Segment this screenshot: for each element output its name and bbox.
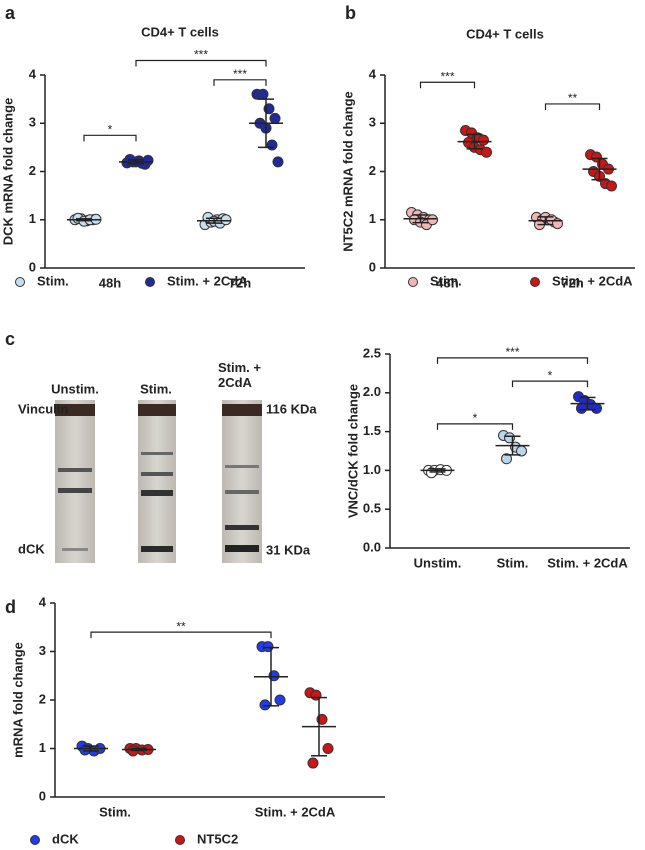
y-tick-label: 2 [369, 163, 376, 178]
data-point [274, 694, 286, 706]
data-point [606, 180, 617, 192]
significance-label: * [548, 368, 553, 382]
x-tick-label: 72h [561, 275, 583, 290]
significance-label: *** [194, 48, 208, 62]
significance-bracket [419, 81, 476, 89]
y-tick-label: 2.5 [363, 345, 381, 360]
y-tick-label: 0.5 [363, 501, 381, 516]
y-axis-label: VNC/dCK fold change [345, 384, 360, 518]
x-tick-label: Stim. [497, 555, 529, 570]
panel-letter: c [5, 329, 15, 349]
x-tick-label: 72h [229, 275, 251, 290]
data-point [220, 214, 232, 226]
data-point [269, 112, 281, 124]
significance-label: ** [568, 91, 578, 105]
significance-label: *** [505, 345, 519, 359]
band-label: dCK [18, 541, 45, 556]
y-axis-label: mRNA fold change [10, 642, 25, 758]
data-point [272, 156, 284, 168]
data-point [266, 139, 278, 151]
legend-label: Stim. [37, 273, 69, 288]
y-tick-label: 2 [29, 163, 36, 178]
y-tick-label: 4 [39, 594, 47, 609]
significance-bracket [90, 631, 272, 639]
y-tick-label: 1.5 [363, 423, 381, 438]
significance-label: *** [440, 69, 454, 83]
legend-label: Stim. [430, 273, 462, 288]
data-point [79, 744, 91, 756]
legend-label: NT5C2 [197, 831, 238, 846]
band-label: Vinculin [18, 401, 68, 416]
panel-letter: b [345, 3, 356, 23]
y-tick-label: 3 [369, 115, 376, 130]
legend-marker [175, 835, 185, 845]
data-point [591, 402, 602, 414]
data-point [307, 757, 319, 769]
significance-bracket [436, 357, 589, 364]
y-tick-label: 4 [369, 66, 377, 81]
panel-letter: d [5, 597, 16, 617]
significance-bracket [544, 103, 601, 110]
legend-label: dCK [52, 831, 79, 846]
panel-letter: a [5, 3, 16, 23]
legend-marker [30, 835, 40, 845]
blot-lanes [55, 400, 262, 563]
y-tick-label: 1 [369, 211, 376, 226]
y-tick-label: 1 [29, 211, 36, 226]
significance-label: ** [176, 619, 186, 633]
significance-label: *** [233, 67, 247, 81]
lane-label: Unstim. [51, 381, 99, 396]
marker-label: 31 KDa [266, 542, 311, 557]
marker-label: 116 KDa [266, 401, 317, 416]
x-tick-label: 48h [99, 275, 121, 290]
y-axis-label: NT5C2 mRNA fold change [340, 91, 355, 252]
y-axis-label: DCK mRNA fold change [0, 98, 15, 246]
y-tick-label: 0 [39, 788, 46, 803]
legend-label: Stim. + 2CdA [167, 273, 248, 288]
y-tick-label: 1 [39, 740, 46, 755]
significance-bracket [213, 79, 267, 86]
y-tick-label: 3 [39, 643, 46, 658]
legend-marker [15, 277, 25, 287]
chart-title: CD4+ T cells [141, 24, 219, 39]
x-tick-label: Stim. [99, 804, 131, 819]
x-tick-label: Unstim. [414, 555, 462, 570]
data-point [481, 146, 492, 158]
legend-marker [145, 277, 155, 287]
lane-label: Stim. + 2CdA [218, 360, 261, 390]
significance-label: * [473, 411, 478, 425]
lane-label: Stim. [140, 381, 172, 396]
y-tick-label: 0 [29, 259, 36, 274]
data-point [576, 402, 587, 414]
significance-bracket [511, 380, 589, 388]
significance-bracket [436, 423, 514, 430]
y-tick-label: 2 [39, 691, 46, 706]
y-tick-label: 2.0 [363, 384, 381, 399]
legend-marker [408, 277, 418, 287]
y-tick-label: 1.0 [363, 462, 381, 477]
data-point [142, 154, 154, 166]
data-point [478, 134, 489, 146]
legend-marker [530, 277, 540, 287]
data-point [259, 699, 271, 711]
data-point [501, 453, 512, 465]
x-tick-label: Stim. + 2CdA [547, 555, 628, 570]
y-tick-label: 0.0 [363, 539, 381, 554]
y-tick-label: 3 [29, 115, 36, 130]
significance-bracket [135, 59, 267, 67]
data-point [322, 743, 334, 754]
x-tick-label: Stim. + 2CdA [255, 804, 336, 819]
data-point [257, 88, 269, 100]
x-tick-label: 48h [436, 275, 458, 290]
significance-label: * [108, 122, 113, 136]
significance-bracket [83, 134, 137, 142]
data-point [427, 214, 438, 226]
legend-label: Stim. + 2CdA [552, 273, 633, 288]
y-tick-label: 4 [29, 66, 37, 81]
y-tick-label: 0 [369, 259, 376, 274]
chart-title: CD4+ T cells [466, 26, 544, 41]
